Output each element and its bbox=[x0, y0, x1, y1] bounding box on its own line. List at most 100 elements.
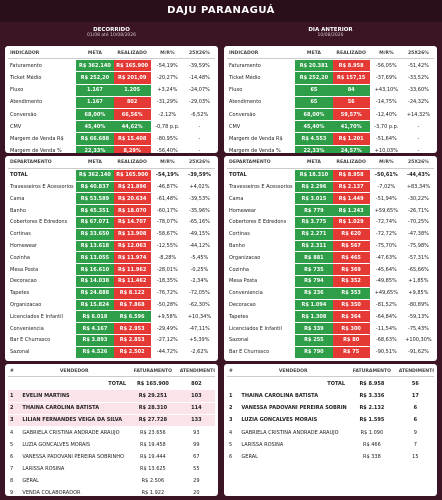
cell: -47,11% bbox=[189, 325, 210, 332]
cell: 5 bbox=[10, 441, 14, 448]
cell: R$ 8.958 bbox=[359, 380, 385, 387]
cell: -78,07% bbox=[156, 219, 178, 226]
cell: THAINA CAROLINA BATISTA bbox=[22, 405, 100, 412]
cell: 59,57% bbox=[332, 108, 370, 121]
cell: R$ 7.868 bbox=[113, 299, 151, 311]
cell: 1 bbox=[229, 392, 233, 399]
column-header: INDICADOR bbox=[8, 48, 77, 60]
table-row: Homewear R$ 13.618 R$ 12.063 -12,55% -44,12% bbox=[8, 240, 215, 252]
cell: Decoracao bbox=[229, 301, 256, 308]
cell: -26,71% bbox=[408, 207, 429, 214]
cell: 65 bbox=[295, 84, 333, 96]
cell: +5,39% bbox=[189, 337, 210, 344]
table-row: Cozinha R$ 13.055 R$ 11.974 -8,28% -5,45% bbox=[8, 252, 215, 264]
table-row: Margem de Venda R$ R$ 66.688 R$ 15.408 -80,… bbox=[8, 133, 215, 145]
column-header: # bbox=[8, 366, 21, 378]
cell: 56 bbox=[332, 96, 370, 108]
cell: TOTAL bbox=[108, 380, 127, 387]
cell: 6 bbox=[413, 417, 418, 424]
cell: Outros bbox=[227, 359, 295, 362]
cell: R$ 27.728 bbox=[138, 417, 168, 424]
table-row: Homewear R$ 779 R$ 1.243 +59,65% -26,71% bbox=[227, 205, 434, 216]
cell: R$ 252,20 bbox=[295, 72, 333, 84]
cell: Cortinas bbox=[10, 231, 31, 238]
cell: R$ 16.610 bbox=[76, 264, 114, 275]
cell: R$ 794 bbox=[295, 275, 333, 287]
cell: Ticket Médio bbox=[229, 74, 261, 81]
cell: -90,51% bbox=[375, 349, 397, 356]
cell: Conveniencia bbox=[229, 290, 263, 297]
column-header: VENDEDOR bbox=[239, 366, 348, 378]
cell: R$ 11.962 bbox=[113, 264, 151, 275]
cell: R$ 779 bbox=[295, 205, 333, 216]
cell: -50,28% bbox=[156, 301, 178, 308]
cell: 6 bbox=[10, 453, 14, 460]
cell: 4 bbox=[10, 429, 14, 436]
cell: 6 bbox=[413, 405, 418, 412]
cell: R$ 13.625 bbox=[140, 466, 166, 473]
cell: R$ 67.071 bbox=[76, 216, 114, 228]
cell: R$ 66.688 bbox=[76, 133, 114, 145]
cell: LILIAN FERNANDES VEIGA DA SILVA bbox=[22, 417, 123, 424]
cell: Bar E Churrasco bbox=[229, 349, 270, 356]
cell: - bbox=[76, 359, 113, 362]
departments-panel: DEPARTAMENTO META REALIZADO M/R% 25X26% TOTAL… bbox=[5, 156, 218, 361]
cell: R$ 2.953 bbox=[113, 323, 151, 334]
cell: Travesseiros E Acessorios bbox=[10, 183, 74, 190]
header-row: DEPARTAMENTO META REALIZADO M/R% 25X26% bbox=[227, 158, 434, 169]
period-label: DIA ANTERIOR bbox=[308, 27, 353, 33]
cell: R$ 165.900 bbox=[113, 60, 151, 72]
cell: -49,85% bbox=[375, 278, 397, 285]
table-row: CMV 45,40% 44,62% -0,78 p.p. - bbox=[8, 121, 215, 133]
cell: GERAL bbox=[22, 478, 39, 485]
cell: Ticket Médio bbox=[10, 74, 42, 81]
indicators-panel: INDICADOR META REALIZADO M/R% 25X26% Faturame… bbox=[224, 46, 437, 153]
table-row: Conveniencia R$ 236 R$ 353 +49,65% +9,85% bbox=[227, 287, 434, 299]
table-row: 9 VENDA COLABORADOR R$ 1.922 20 bbox=[8, 488, 215, 496]
cell: -2,34% bbox=[190, 278, 209, 285]
column-header: 25X26% bbox=[183, 158, 215, 169]
cell: Fluxo bbox=[229, 87, 243, 94]
cell: 802 bbox=[191, 380, 202, 387]
cell: Organizacao bbox=[229, 254, 261, 261]
cell: -6,52% bbox=[190, 111, 209, 118]
column-header: DEPARTAMENTO bbox=[227, 158, 296, 169]
cell: GABRIELA CRISTINA ANDRADE ARAUJO bbox=[241, 429, 339, 436]
cell: 68,00% bbox=[76, 108, 114, 121]
cell: LARISSA ROSINA bbox=[241, 441, 284, 448]
cell: -62,30% bbox=[189, 301, 210, 308]
column-header: 25X26% bbox=[402, 158, 434, 169]
table-row: Bar E Churrasco R$ 790 R$ 75 -90,51% -91,62% bbox=[227, 346, 434, 358]
cell: -30,22% bbox=[408, 195, 429, 202]
cell: LARISSA ROSINA bbox=[22, 466, 65, 473]
cell: -65,66% bbox=[408, 266, 429, 273]
cell: -8,28% bbox=[158, 254, 177, 261]
cell: R$ 2.853 bbox=[113, 334, 151, 346]
cell: R$ 300 bbox=[332, 323, 370, 334]
cell: R$ 1.449 bbox=[332, 193, 370, 205]
cell: 6 bbox=[229, 453, 233, 460]
cell: -61,48% bbox=[156, 195, 178, 202]
cell: -75,98% bbox=[408, 242, 429, 249]
cell: R$ 1.308 bbox=[295, 311, 333, 323]
cell: -39,53% bbox=[189, 195, 210, 202]
cell: 22,33% bbox=[76, 145, 114, 153]
period-header: DIA ANTERIOR 10/08/2026 bbox=[224, 27, 437, 38]
cell: 29 bbox=[193, 478, 200, 485]
cell: -72,74% bbox=[375, 219, 397, 226]
cell: +14,32% bbox=[406, 111, 431, 118]
table-row: Sazonal R$ 255 R$ 80 -68,63% +100,30% bbox=[227, 334, 434, 346]
cell: 133 bbox=[191, 417, 202, 424]
cell: R$ 790 bbox=[295, 346, 333, 358]
header-row: #VENDEDORFATURAMENTOATENDIMENTOS bbox=[227, 366, 434, 378]
cell: Conversão bbox=[10, 111, 37, 118]
cell: 68,00% bbox=[295, 108, 333, 121]
cell: -47,63% bbox=[375, 254, 397, 261]
table-row: Margem de Venda % 22,33% 24,57% +10,03% - bbox=[227, 145, 434, 153]
cell: R$ 15.408 bbox=[113, 133, 151, 145]
cell: 1.205 bbox=[113, 84, 151, 96]
cell: 802 bbox=[113, 96, 151, 108]
cell: R$ 6.596 bbox=[113, 311, 151, 323]
cell: CMV bbox=[10, 123, 22, 130]
column-header: # bbox=[227, 366, 240, 378]
